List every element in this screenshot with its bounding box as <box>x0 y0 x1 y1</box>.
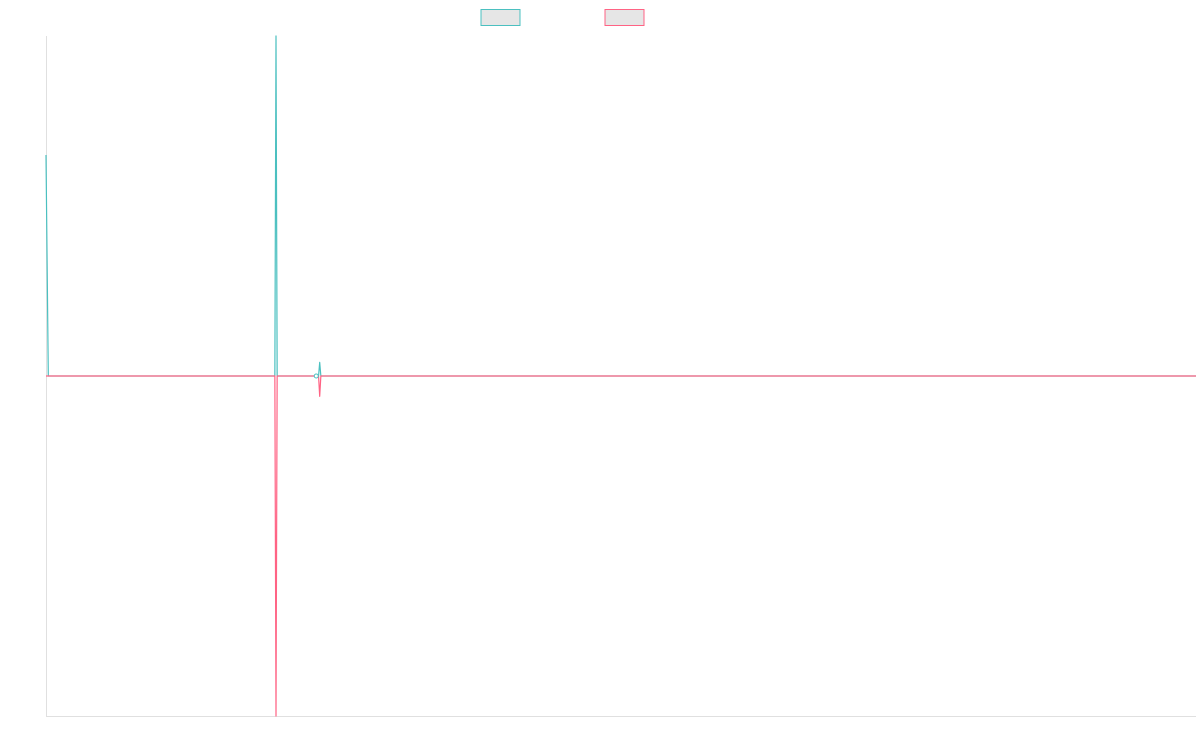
legend-swatch-series-2[interactable] <box>604 9 645 26</box>
series-2-line <box>46 375 1196 717</box>
series-1-line <box>45 35 1196 377</box>
legend[interactable] <box>480 9 645 26</box>
series-layer <box>45 35 1196 717</box>
legend-swatch-series-1[interactable] <box>480 9 521 26</box>
data-point-marker[interactable] <box>313 373 319 379</box>
marker-layer <box>313 373 319 379</box>
